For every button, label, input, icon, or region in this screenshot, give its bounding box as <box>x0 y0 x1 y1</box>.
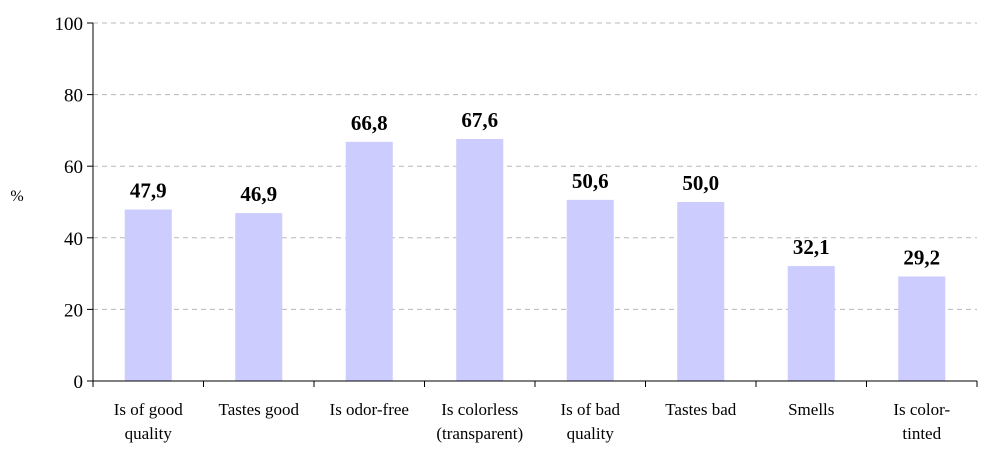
y-axis: 0 20 40 60 80 100 <box>55 14 94 393</box>
bar <box>124 209 172 381</box>
y-tick-label: 100 <box>55 14 84 35</box>
y-tick-label: 20 <box>64 300 83 321</box>
x-category-label: Tastes bad <box>665 400 737 419</box>
data-label: 47,9 <box>130 179 167 203</box>
bar <box>898 276 946 381</box>
gridlines <box>93 22 977 310</box>
x-axis: Is of good quality Tastes good Is odor-free… <box>92 380 978 443</box>
data-label: 32,1 <box>793 235 830 259</box>
y-tick-label: 60 <box>64 157 83 178</box>
data-label: 67,6 <box>461 108 498 132</box>
x-category-label: Is colorless (transparent) <box>436 400 523 443</box>
y-tick-label: 0 <box>74 372 84 393</box>
x-category-label: Is odor-free <box>330 400 409 419</box>
data-label: 50,0 <box>682 171 719 195</box>
bar <box>235 213 283 381</box>
bar <box>677 202 725 381</box>
data-label: 50,6 <box>572 169 609 193</box>
x-category-label: Is color-tinted <box>893 400 950 443</box>
bar <box>456 138 504 381</box>
bar <box>566 199 614 381</box>
x-category-label: Smells <box>788 400 834 419</box>
x-category-label: Is of good quality <box>114 400 183 443</box>
x-category-label: Is of bad quality <box>561 400 621 443</box>
y-tick-label: 80 <box>64 86 83 107</box>
bar <box>787 266 835 381</box>
x-category-label: Tastes good <box>219 400 300 419</box>
data-label: 29,2 <box>903 245 940 269</box>
data-label: 66,8 <box>351 111 388 135</box>
data-label: 46,9 <box>240 182 277 206</box>
bar <box>345 141 393 381</box>
y-tick-label: 40 <box>64 229 83 250</box>
y-axis-label: % <box>10 188 23 205</box>
bars: 47,9 46,9 66,8 67,6 50,6 50,0 32,1 29,2 <box>124 108 946 381</box>
